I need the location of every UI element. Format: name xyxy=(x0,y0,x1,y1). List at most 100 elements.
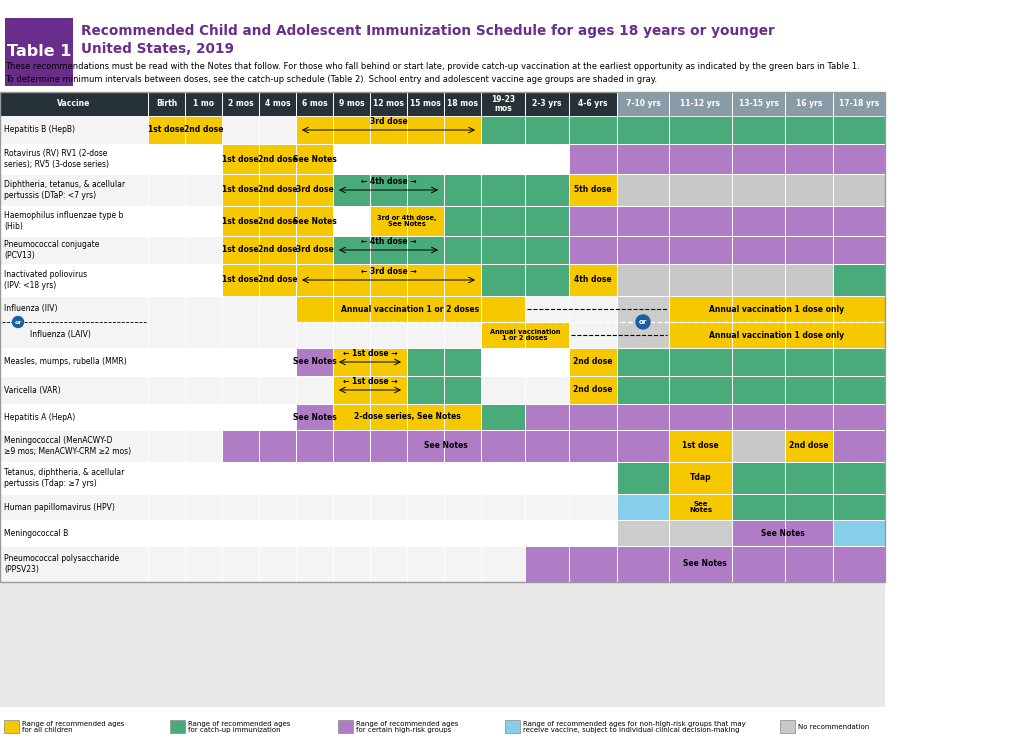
Text: 18 mos: 18 mos xyxy=(447,99,478,108)
Text: Range of recommended ages for non-high-risk groups that may
receive vaccine, sub: Range of recommended ages for non-high-r… xyxy=(523,721,745,733)
Text: Influenza (IIV): Influenza (IIV) xyxy=(4,304,57,313)
Bar xyxy=(732,462,885,494)
Bar xyxy=(222,144,259,174)
Bar xyxy=(732,462,785,494)
Bar xyxy=(617,116,669,144)
Text: Meningococcal (MenACWY-D
≥9 mos; MenACWY-CRM ≥2 mos): Meningococcal (MenACWY-D ≥9 mos; MenACWY… xyxy=(4,436,131,456)
Bar xyxy=(785,430,833,462)
Bar xyxy=(785,430,833,462)
Bar xyxy=(296,236,333,264)
Bar xyxy=(833,116,885,144)
Bar xyxy=(0,144,885,174)
Bar xyxy=(669,430,732,462)
Bar xyxy=(259,206,296,236)
Bar xyxy=(732,494,885,520)
Bar xyxy=(833,404,885,430)
Text: Haemophilus influenzae type b
(Hib): Haemophilus influenzae type b (Hib) xyxy=(4,211,123,231)
Bar xyxy=(669,236,732,264)
Bar xyxy=(333,404,481,430)
Bar xyxy=(833,144,885,174)
Bar xyxy=(0,206,885,236)
Bar xyxy=(569,236,885,264)
Bar xyxy=(617,546,669,582)
Text: Varicella (VAR): Varicella (VAR) xyxy=(4,385,60,394)
Bar xyxy=(0,348,885,376)
Bar xyxy=(785,376,833,404)
Text: 13-15 yrs: 13-15 yrs xyxy=(738,99,778,108)
Text: 1st dose: 1st dose xyxy=(222,246,259,255)
Bar xyxy=(732,430,785,462)
Bar xyxy=(669,404,732,430)
Text: Annual vaccination
1 or 2 doses: Annual vaccination 1 or 2 doses xyxy=(489,329,560,341)
Bar xyxy=(296,116,481,144)
Bar xyxy=(222,264,259,296)
Bar xyxy=(5,18,73,86)
Bar xyxy=(569,264,617,296)
Text: Recommended Child and Adolescent Immunization Schedule for ages 18 years or youn: Recommended Child and Adolescent Immuniz… xyxy=(81,24,775,38)
Text: or: or xyxy=(639,319,647,325)
Bar xyxy=(669,92,732,116)
Text: Birth: Birth xyxy=(156,99,177,108)
Bar xyxy=(785,494,833,520)
Text: or: or xyxy=(14,319,22,324)
Text: See Notes: See Notes xyxy=(424,442,467,451)
Bar xyxy=(617,494,669,520)
Bar xyxy=(785,404,833,430)
Text: 1st dose: 1st dose xyxy=(222,185,259,195)
Circle shape xyxy=(12,316,24,327)
Bar xyxy=(669,264,732,296)
Text: 2nd dose: 2nd dose xyxy=(573,385,612,394)
Text: 1st dose: 1st dose xyxy=(682,442,719,451)
Bar xyxy=(785,206,833,236)
Bar xyxy=(481,116,885,144)
Bar xyxy=(669,206,732,236)
Text: Annual vaccination 1 or 2 doses: Annual vaccination 1 or 2 doses xyxy=(341,304,479,313)
Bar xyxy=(259,236,296,264)
Text: 4 mos: 4 mos xyxy=(264,99,291,108)
Bar xyxy=(785,296,833,348)
Text: Tetanus, diphtheria, & acellular
pertussis (Tdap: ≥7 yrs): Tetanus, diphtheria, & acellular pertuss… xyxy=(4,469,124,487)
Text: 7-10 yrs: 7-10 yrs xyxy=(626,99,660,108)
Text: 2nd dose: 2nd dose xyxy=(183,125,223,134)
Bar xyxy=(617,376,669,404)
Text: Annual vaccination 1 dose only: Annual vaccination 1 dose only xyxy=(710,304,845,313)
Text: Hepatitis B (HepB): Hepatitis B (HepB) xyxy=(4,125,75,134)
Bar xyxy=(407,376,481,404)
Bar xyxy=(785,116,833,144)
Bar xyxy=(669,520,732,546)
Bar xyxy=(0,0,1024,92)
Bar xyxy=(732,92,785,116)
Text: To determine minimum intervals between doses, see the catch-up schedule (Table 2: To determine minimum intervals between d… xyxy=(5,75,657,84)
Bar xyxy=(617,92,669,116)
Bar xyxy=(833,430,885,462)
Bar xyxy=(0,92,885,582)
Bar xyxy=(617,404,669,430)
Text: 1 mo: 1 mo xyxy=(193,99,214,108)
Bar xyxy=(444,236,569,264)
Text: See Notes: See Notes xyxy=(683,559,727,569)
Text: Diphtheria, tetanus, & acellular
pertussis (DTaP: <7 yrs): Diphtheria, tetanus, & acellular pertuss… xyxy=(4,180,125,200)
Text: 2nd dose: 2nd dose xyxy=(258,216,297,225)
Text: Pneumococcal polysaccharide
(PPSV23): Pneumococcal polysaccharide (PPSV23) xyxy=(4,554,119,574)
Bar xyxy=(222,430,669,462)
Bar xyxy=(732,264,785,296)
Text: See Notes: See Notes xyxy=(293,357,336,366)
Bar xyxy=(170,720,185,733)
Bar xyxy=(617,264,833,296)
Bar xyxy=(669,174,732,206)
Bar xyxy=(0,404,885,430)
Bar xyxy=(669,296,885,322)
Bar xyxy=(732,430,785,462)
Bar xyxy=(0,174,885,206)
Text: 4-6 yrs: 4-6 yrs xyxy=(579,99,608,108)
Bar xyxy=(0,116,885,144)
Bar xyxy=(0,92,885,116)
Bar xyxy=(833,520,885,546)
Bar xyxy=(732,404,785,430)
Text: Range of recommended ages
for certain high-risk groups: Range of recommended ages for certain hi… xyxy=(356,721,459,733)
Text: 6 mos: 6 mos xyxy=(302,99,328,108)
Bar xyxy=(444,206,569,236)
Bar xyxy=(0,236,885,264)
Bar xyxy=(833,236,885,264)
Text: See Notes: See Notes xyxy=(761,529,805,538)
